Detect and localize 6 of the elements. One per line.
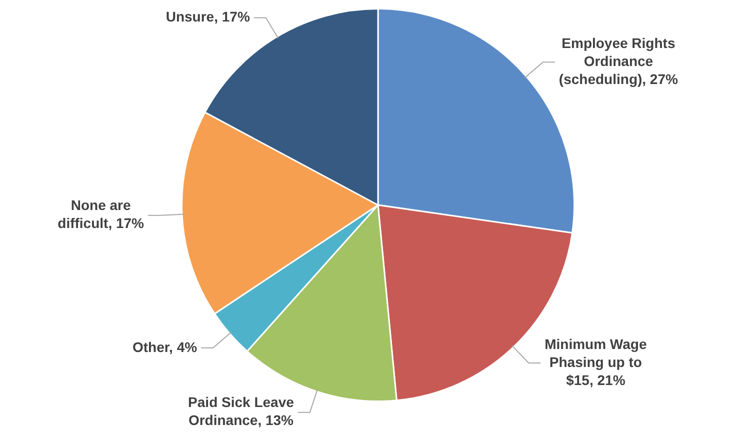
slice-label: None are difficult, 17% bbox=[58, 197, 145, 232]
slice-label: Minimum Wage Phasing up to $15, 21% bbox=[544, 336, 647, 388]
slice-label: Unsure, 17% bbox=[166, 8, 250, 25]
slice-label: Paid Sick Leave Ordinance, 13% bbox=[188, 394, 294, 428]
slice-label: Other, 4% bbox=[132, 338, 198, 355]
slice-label: Employee Rights Ordinance (scheduling), 27% bbox=[558, 34, 679, 87]
